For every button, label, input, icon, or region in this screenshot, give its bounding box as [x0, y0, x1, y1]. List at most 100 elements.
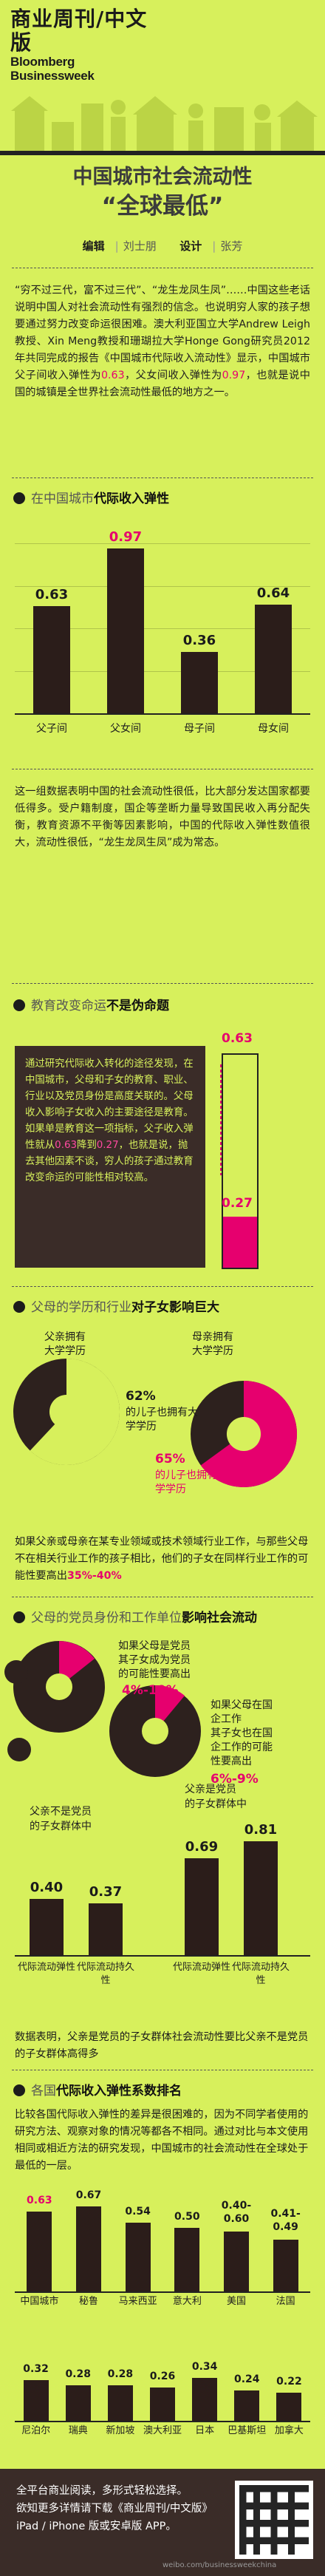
chart1-value-label: 0.63 — [35, 587, 69, 603]
chart2-bar — [30, 1899, 64, 1955]
party-right-caption: 如果父母在国 企工作 其子女也在国 企工作的可能 性要高出 — [211, 1699, 273, 1767]
chart3-category-label: 法国 — [276, 2296, 295, 2307]
chart3-bar — [276, 2393, 302, 2421]
chart1-category-label: 母子间 — [184, 723, 215, 735]
chart2-value-label: 0.37 — [89, 1883, 123, 1900]
chart1-gridline — [15, 585, 310, 587]
bullet-dot-icon — [13, 999, 25, 1011]
chart2-value-label: 0.69 — [185, 1838, 219, 1855]
chart1-value-label: 0.64 — [256, 585, 290, 601]
design-name: 张芳 — [220, 239, 243, 253]
section-header-5: 各国代际收入弹性系数排名 — [13, 2081, 316, 2101]
chart3-category-label: 意大利 — [172, 2296, 202, 2307]
pie-right-value: 65% — [155, 1452, 185, 1467]
page-title: 中国城市社会流动性 — [72, 166, 253, 188]
chart1-baseline — [15, 713, 310, 715]
chart3-bar — [107, 2385, 133, 2421]
chart3-bar — [192, 2377, 218, 2421]
chart3-category-label: 美国 — [226, 2296, 246, 2307]
party-illustration — [4, 1641, 201, 1777]
chart2-category-label: 代际流动持久性 — [232, 1962, 290, 1986]
chart3-value-label: 0.24 — [234, 2373, 260, 2385]
footer: 全平台商业阅读，多形式轻松选择。 欲知更多详情请下载《商业周刊/中文版》 iPa… — [0, 2469, 325, 2576]
chart3-bar — [224, 2232, 249, 2291]
chart3-bar — [174, 2228, 200, 2291]
party-slice-right — [155, 1685, 185, 1731]
design-label: 设计 — [179, 239, 202, 253]
title-block: 中国城市社会流动性 “全球最低” — [0, 164, 325, 222]
chart1-gridline — [15, 543, 310, 544]
paragraph-3: 如果父亲或母亲在某专业领域或技术领域行业工作，与那些父母不在相关行业工作的孩子相… — [15, 1536, 309, 1582]
chart-country-ranking: 0.63 中国城市 0.67 秘鲁 0.54 马来西亚 0.50 意大利 0.40- 0.60 美… — [15, 2181, 310, 2465]
chart1-gridline — [15, 628, 310, 629]
chart1-bar — [33, 606, 70, 713]
chart2-bar — [89, 1903, 123, 1955]
thermo-connectors — [220, 1064, 222, 1175]
chart3-bar — [273, 2239, 298, 2291]
pies-education — [13, 1359, 297, 1487]
chart3-value-label: 0.22 — [276, 2376, 302, 2388]
chart3-category-label: 秘鲁 — [78, 2296, 98, 2307]
chart3-category-label: 新加坡 — [106, 2425, 135, 2436]
page-subtitle: “全球最低” — [101, 193, 224, 220]
pie-father-hole — [49, 1394, 84, 1430]
chart3-category-label: 澳大利亚 — [143, 2425, 182, 2436]
thermo-bottom-value: 0.27 — [222, 1196, 253, 1211]
party-slice-left — [59, 1641, 95, 1687]
pie-right-caption: 母亲拥有 大学学历 — [192, 1331, 233, 1357]
chart2-category-label: 代际流动弹性 — [18, 1962, 76, 1973]
chart1-value-label: 0.97 — [109, 529, 143, 545]
party-hole-right — [142, 1718, 168, 1744]
chart1-category-label: 母女间 — [258, 723, 289, 735]
section-header-2: 教育改变命运不是伪命题 — [13, 996, 316, 1016]
masthead: 商业周刊/中文版 Bloomberg Businessweek — [10, 7, 165, 84]
party-hole-left — [46, 1673, 72, 1700]
footer-text: 全平台商业阅读，多形式轻松选择。 欲知更多详情请下载《商业周刊/中文版》 iPa… — [16, 2485, 213, 2532]
hero-illustration — [0, 96, 325, 155]
chart3-value-label: 0.63 — [27, 2195, 52, 2206]
chart2-group-caption: 父亲是党员 的子女群体中 — [185, 1784, 247, 1810]
thermometer-gauge — [222, 1053, 259, 1269]
bullet-dot-icon — [13, 1301, 25, 1313]
chart3-bar — [125, 2223, 151, 2291]
edit-name: 刘士朋 — [123, 239, 157, 253]
watermark: weibo.com/businessweekchina — [162, 2561, 277, 2569]
chart2-bar — [244, 1841, 278, 1955]
chart2-category-label: 代际流动弹性 — [173, 1962, 231, 1973]
thermo-top-value: 0.63 — [222, 1031, 253, 1046]
section-header-1: 在中国城市代际收入弹性 — [13, 489, 316, 509]
chart2-value-label: 0.81 — [244, 1822, 278, 1838]
chart1-bar — [107, 548, 144, 713]
chart3-baseline — [15, 2421, 310, 2422]
chart3-value-label: 0.28 — [65, 2368, 91, 2380]
section-header-4: 父母的党员身份和工作单位影响社会流动 — [13, 1608, 316, 1628]
masthead-en-2: Businessweek — [10, 69, 95, 83]
chart2-group-caption: 父亲不是党员 的子女群体中 — [30, 1806, 92, 1832]
chart3-value-label: 0.41- 0.49 — [270, 2207, 301, 2233]
thermometer-fill — [223, 1217, 257, 1268]
chart1-value-label: 0.36 — [182, 633, 216, 649]
chart1-bar — [255, 604, 292, 713]
chart2-category-label: 代际流动持久性 — [77, 1962, 135, 1986]
bullet-dot-icon — [13, 1611, 25, 1623]
masthead-cn: 商业周刊/中文版 — [10, 7, 148, 55]
chart3-value-label: 0.26 — [149, 2371, 176, 2383]
chart2-baseline — [15, 1955, 310, 1957]
education-note-box: 通过研究代际收入转化的途径发现，在中国城市，父母和子女的教育、职业、行业以及党员… — [15, 1046, 205, 1268]
paragraph-2: 这一组数据表明中国的社会流动性很低，比大部分发达国家都要低得多。受户籍制度，国企… — [15, 786, 310, 849]
edit-label: 编辑 — [82, 239, 105, 253]
chart2-bar — [185, 1858, 219, 1955]
party-right-value: 6%-9% — [211, 1772, 259, 1787]
chart3-category-label: 瑞典 — [68, 2425, 88, 2436]
chart3-bar — [27, 2212, 52, 2291]
masthead-en-1: Bloomberg — [10, 55, 75, 69]
chart3-category-label: 加拿大 — [274, 2425, 304, 2436]
chart3-category-label: 巴基斯坦 — [228, 2425, 267, 2436]
qr-code-icon[interactable] — [235, 2481, 313, 2559]
chart3-value-label: 0.67 — [75, 2189, 102, 2202]
chart3-category-label: 尼泊尔 — [21, 2425, 51, 2436]
bullet-dot-icon — [13, 492, 25, 504]
chart3-value-label: 0.34 — [191, 2360, 218, 2373]
chart3-bar — [23, 2380, 49, 2421]
